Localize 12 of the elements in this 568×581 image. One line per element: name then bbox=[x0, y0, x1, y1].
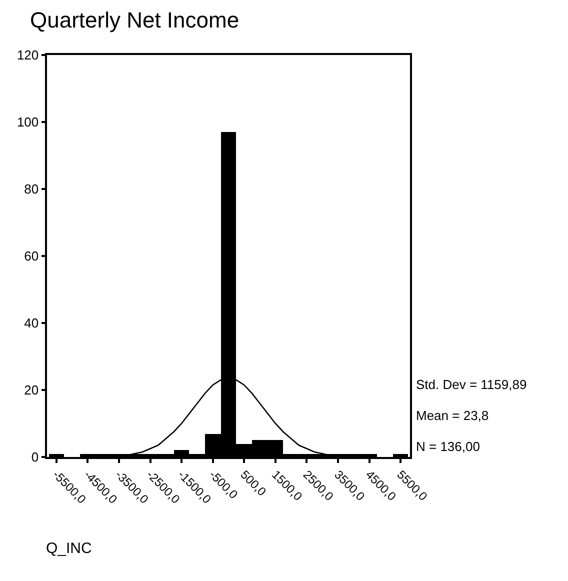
y-tick-label: 60 bbox=[24, 248, 39, 264]
text: Std. Dev = 1159,89 bbox=[416, 377, 527, 392]
y-tick-label: 80 bbox=[24, 182, 39, 197]
text: N = 136,00 bbox=[416, 439, 480, 454]
y-tick-label: 100 bbox=[16, 114, 39, 130]
chart-title: Quarterly Net Income bbox=[30, 8, 240, 33]
x-axis-title: Q_INC bbox=[46, 540, 92, 557]
y-tick-label: 40 bbox=[24, 316, 39, 331]
y-tick-label: 120 bbox=[16, 48, 39, 63]
y-tick-label: 0 bbox=[31, 450, 39, 465]
text: Mean = 23,8 bbox=[416, 408, 489, 423]
y-tick-label: 20 bbox=[24, 382, 39, 398]
